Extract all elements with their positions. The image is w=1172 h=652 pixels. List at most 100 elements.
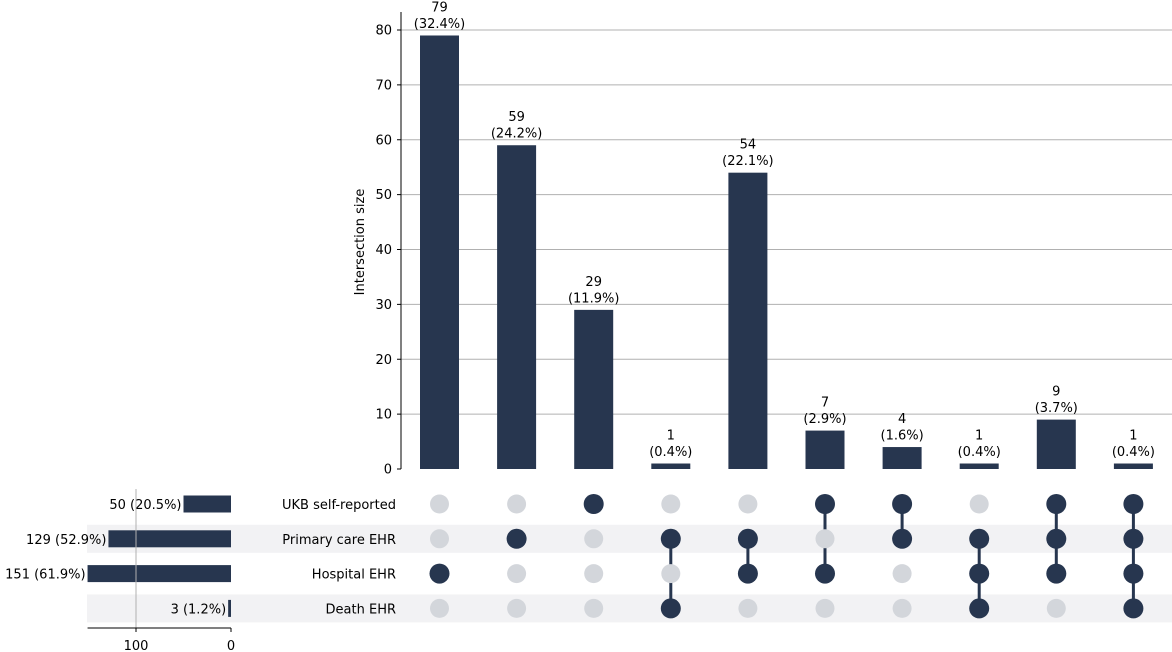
set-size-tick-label: 0: [227, 639, 235, 652]
matrix-dot-active: [1046, 563, 1067, 584]
y-tick-label: 70: [375, 78, 392, 93]
matrix-dot-active: [815, 494, 835, 514]
matrix-dot-active: [892, 494, 913, 514]
intersection-bar: [959, 463, 999, 469]
matrix-dot-active: [1046, 528, 1067, 549]
matrix-dot-inactive: [584, 529, 604, 549]
matrix-dot-active: [892, 528, 913, 549]
matrix-dot-inactive: [507, 494, 527, 514]
intersection-bars: [420, 35, 1153, 470]
set-name: Primary care EHR: [282, 533, 396, 548]
matrix-dot-active: [1123, 598, 1144, 619]
bar-labels: 79(32.4%)59(24.2%)29(11.9%)1(0.4%)54(22.…: [414, 0, 1155, 460]
matrix-dot-inactive: [507, 598, 527, 618]
matrix-dot-inactive: [584, 564, 604, 584]
y-tick-label: 20: [375, 353, 392, 368]
matrix-dot-active: [583, 494, 604, 514]
bar-value-label: 59: [508, 110, 525, 125]
matrix-dot-active: [1046, 494, 1067, 514]
matrix-row-stripes: [87, 524, 1172, 623]
bar-percent-label: (0.4%): [958, 445, 1001, 460]
matrix-dot-active: [429, 563, 450, 584]
matrix-dot-active: [969, 598, 990, 619]
set-size-axis: 100 0: [87, 489, 235, 652]
bar-value-label: 1: [667, 429, 675, 444]
bar-value-label: 54: [740, 138, 757, 153]
matrix-dot-active: [737, 563, 758, 584]
matrix-dot-inactive: [661, 494, 681, 514]
y-tick-label: 10: [375, 408, 392, 423]
set-size-label: 3 (1.2%): [171, 602, 227, 617]
set-name: Hospital EHR: [312, 568, 396, 583]
set-size-label: 151 (61.9%): [5, 568, 85, 583]
bar-value-label: 4: [898, 412, 906, 427]
intersection-bar: [651, 463, 691, 469]
matrix-dot-inactive: [815, 598, 835, 618]
matrix-dot-active: [737, 528, 758, 549]
matrix-dot-inactive: [892, 564, 912, 584]
matrix-dot-inactive: [969, 494, 989, 514]
set-size-bar: [228, 599, 231, 617]
bar-percent-label: (11.9%): [568, 291, 619, 306]
matrix-dot-inactive: [430, 529, 449, 549]
bar-value-label: 9: [1052, 385, 1060, 400]
matrix-dot-active: [1123, 563, 1144, 584]
y-tick-label: 30: [375, 298, 392, 313]
matrix-dot-active: [969, 563, 990, 584]
matrix-dot-inactive: [430, 598, 449, 618]
bar-value-label: 79: [431, 0, 448, 15]
bar-percent-label: (22.1%): [722, 154, 773, 169]
y-tick-label: 40: [375, 243, 392, 258]
matrix-dot-inactive: [892, 598, 912, 618]
intersection-bar: [574, 309, 614, 469]
y-axis-label: Intersection size: [353, 189, 368, 296]
set-names: UKB self-reported Primary care EHR Hospita…: [282, 498, 396, 617]
intersection-bar: [1113, 463, 1153, 469]
matrix-dot-active: [815, 563, 835, 584]
matrix-dot-inactive: [507, 564, 527, 584]
intersection-bar: [882, 447, 922, 469]
y-tick-label: 60: [375, 133, 392, 148]
matrix-dot-inactive: [1046, 598, 1066, 618]
matrix-dot-inactive: [430, 494, 449, 514]
bar-value-label: 29: [585, 275, 602, 290]
y-tick-label: 80: [375, 24, 392, 39]
matrix-dot-active: [506, 528, 527, 549]
bar-value-label: 7: [821, 396, 829, 411]
set-size-bar: [87, 565, 231, 583]
set-size-tick-label: 100: [124, 639, 149, 652]
set-size-bar: [108, 530, 231, 548]
matrix-dot-inactive: [661, 564, 681, 584]
matrix-dot-inactive: [738, 494, 758, 514]
set-name: Death EHR: [326, 602, 396, 617]
bar-percent-label: (0.4%): [1112, 445, 1155, 460]
y-tick-label: 0: [384, 463, 392, 478]
matrix-dot-inactive: [584, 598, 604, 618]
set-size-label: 129 (52.9%): [26, 533, 106, 548]
set-size-bar: [183, 495, 231, 513]
matrix-dot-active: [1123, 528, 1144, 549]
intersection-bar: [420, 35, 459, 470]
y-axis: 0 10 20 30 40 50 60 70 80: [375, 12, 402, 478]
intersection-bar: [805, 430, 845, 469]
set-name: UKB self-reported: [282, 498, 396, 513]
bar-value-label: 1: [1129, 429, 1137, 444]
matrix-dot-active: [1123, 494, 1144, 514]
bar-percent-label: (24.2%): [491, 127, 542, 142]
row-stripe: [87, 524, 1172, 553]
bar-percent-label: (0.4%): [649, 445, 692, 460]
intersection-bar: [728, 172, 768, 470]
set-size-label: 50 (20.5%): [109, 498, 181, 513]
matrix-dot-inactive: [815, 529, 835, 549]
row-stripe: [87, 594, 1172, 623]
matrix-dot-active: [969, 528, 990, 549]
matrix-dot-active: [660, 528, 681, 549]
y-tick-label: 50: [375, 188, 392, 203]
intersection-bar: [1036, 419, 1076, 469]
bar-percent-label: (3.7%): [1035, 401, 1078, 416]
bar-percent-label: (32.4%): [414, 17, 465, 32]
intersection-bar: [497, 145, 537, 470]
bar-value-label: 1: [975, 429, 983, 444]
matrix-dot-inactive: [738, 598, 758, 618]
